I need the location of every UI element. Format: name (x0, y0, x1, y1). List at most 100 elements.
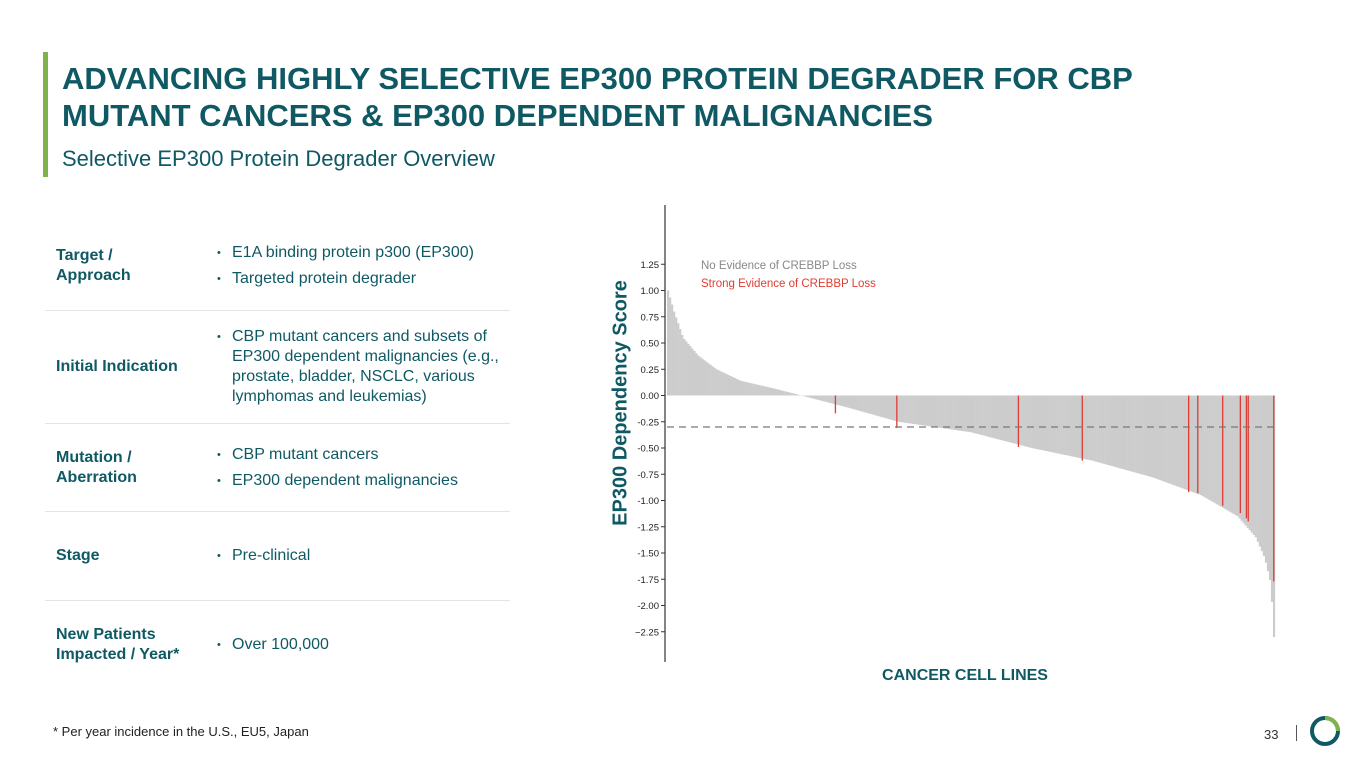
bullet-item: CBP mutant cancers and subsets of EP300 … (217, 327, 507, 407)
y-tick-label: -0.50 (637, 444, 659, 455)
cell-line-bar (997, 395, 1000, 440)
cell-line-bar (924, 395, 927, 426)
cell-line-bar (845, 395, 848, 408)
row-label: New Patients Impacted / Year* (56, 601, 196, 689)
cell-line-bar (887, 395, 891, 420)
cell-line-bar (703, 360, 706, 396)
cell-line-bar (1220, 395, 1223, 507)
cell-line-bar (754, 384, 757, 396)
cell-line-bar (1052, 395, 1055, 453)
cell-line-bar (1045, 395, 1049, 452)
cell-line-bar (1120, 395, 1124, 469)
cell-line-bar (922, 395, 925, 426)
cell-line-bar (741, 381, 745, 396)
cell-line-bar (934, 395, 937, 428)
cell-line-bar (1260, 395, 1263, 552)
cell-line-bar (810, 395, 814, 399)
cell-line-bar (999, 395, 1002, 440)
cell-line-bar (784, 391, 787, 396)
row-items: CBP mutant cancers EP300 dependent malig… (217, 424, 507, 511)
cell-line-bar (843, 395, 846, 407)
cell-line-bar (989, 395, 992, 438)
cell-line-bar (1003, 395, 1006, 441)
cell-line-bar (1141, 395, 1144, 475)
cell-line-bar (914, 395, 917, 425)
cell-line-bar (780, 390, 783, 396)
cell-line-bar (1151, 395, 1154, 478)
cell-line-bar (869, 395, 872, 414)
cell-line-bar (991, 395, 994, 438)
cell-line-bar (819, 395, 822, 401)
cell-line-bar (904, 395, 907, 423)
cell-line-bar (831, 395, 834, 404)
cell-line-bar (940, 395, 943, 429)
cell-line-bar (667, 290, 670, 396)
cell-line-bar (920, 395, 923, 426)
bullet-item: E1A binding protein p300 (EP300) (217, 243, 507, 263)
cell-line-bar (1029, 395, 1032, 448)
cell-line-bar (936, 395, 939, 428)
cell-line-bar (681, 334, 684, 396)
cell-line-bar (849, 395, 852, 409)
y-tick-label: -1.25 (637, 522, 659, 533)
cell-line-bar (1035, 395, 1039, 450)
dependency-chart: 1.25 1.00 0.75 0.50 0.25 0.00 -0.25 -0.50 -0.75 -… (635, 205, 1276, 662)
footnote: * Per year incidence in the U.S., EU5, J… (53, 724, 309, 739)
row-label-line: Initial Indication (56, 358, 178, 375)
cell-line-bar (971, 395, 974, 433)
cell-line-bar (735, 378, 739, 396)
cell-line-bar (1169, 395, 1172, 484)
cell-line-bar (942, 395, 945, 429)
cell-line-bar (855, 395, 858, 410)
table-row-target: Target / Approach E1A binding protein p3… (45, 222, 510, 311)
cell-line-bar (1236, 395, 1239, 517)
y-tick-label: −2.25 (635, 627, 659, 638)
cell-line-bar (693, 350, 696, 396)
cell-line-bar (968, 395, 972, 433)
cell-line-bar (1043, 395, 1047, 451)
cell-line-bar (1200, 395, 1203, 496)
cell-line-bar (721, 372, 724, 396)
cell-line-bar (987, 395, 990, 437)
cell-line-bar (1033, 395, 1037, 449)
cell-line-bar (839, 395, 842, 406)
cell-line-bar (1208, 395, 1211, 500)
cell-line-bar (1179, 395, 1182, 488)
chart-legend: No Evidence of CREBBP Loss Strong Eviden… (701, 260, 876, 290)
cell-line-bar (893, 395, 897, 421)
table-row-indication: Initial Indication CBP mutant cancers an… (45, 311, 510, 424)
y-tick-label: 1.00 (641, 286, 660, 297)
y-axis-label-box: EP300 Dependency Score (606, 248, 636, 558)
cell-line-bar (1210, 395, 1213, 501)
company-logo-icon (1310, 716, 1340, 746)
cell-line-bar (719, 371, 722, 396)
y-tick-label: -2.00 (637, 601, 659, 612)
row-label-line: New Patients (56, 626, 156, 643)
cell-line-bar (1007, 395, 1010, 442)
cell-line-bar (1206, 395, 1209, 499)
cell-line-bar (1050, 395, 1053, 453)
cell-line-bar (1147, 395, 1150, 477)
row-label-line: Mutation / (56, 448, 132, 466)
cell-line-bar (1224, 395, 1227, 510)
cell-line-bar (1127, 395, 1130, 471)
cell-line-bar (930, 395, 933, 427)
cell-line-bar (768, 387, 771, 396)
y-tick-label: 0.75 (641, 312, 660, 323)
cell-line-bar (1031, 395, 1034, 449)
cell-line-bar (926, 395, 929, 426)
cell-line-bar (1011, 395, 1014, 444)
cell-line-bar (952, 395, 955, 430)
cell-line-bar (1250, 395, 1253, 533)
cell-line-bar (932, 395, 935, 427)
cell-line-bar (938, 395, 941, 428)
cell-line-bar (1009, 395, 1012, 443)
cell-line-bar (857, 395, 860, 411)
cell-line-bar (1021, 395, 1024, 446)
y-tick-label: -1.75 (637, 575, 659, 586)
cell-line-bar (752, 383, 755, 396)
cell-line-bar (1123, 395, 1126, 470)
cell-line-bar (733, 378, 737, 396)
cell-line-bar (816, 395, 820, 400)
cell-line-bar (1240, 395, 1243, 521)
